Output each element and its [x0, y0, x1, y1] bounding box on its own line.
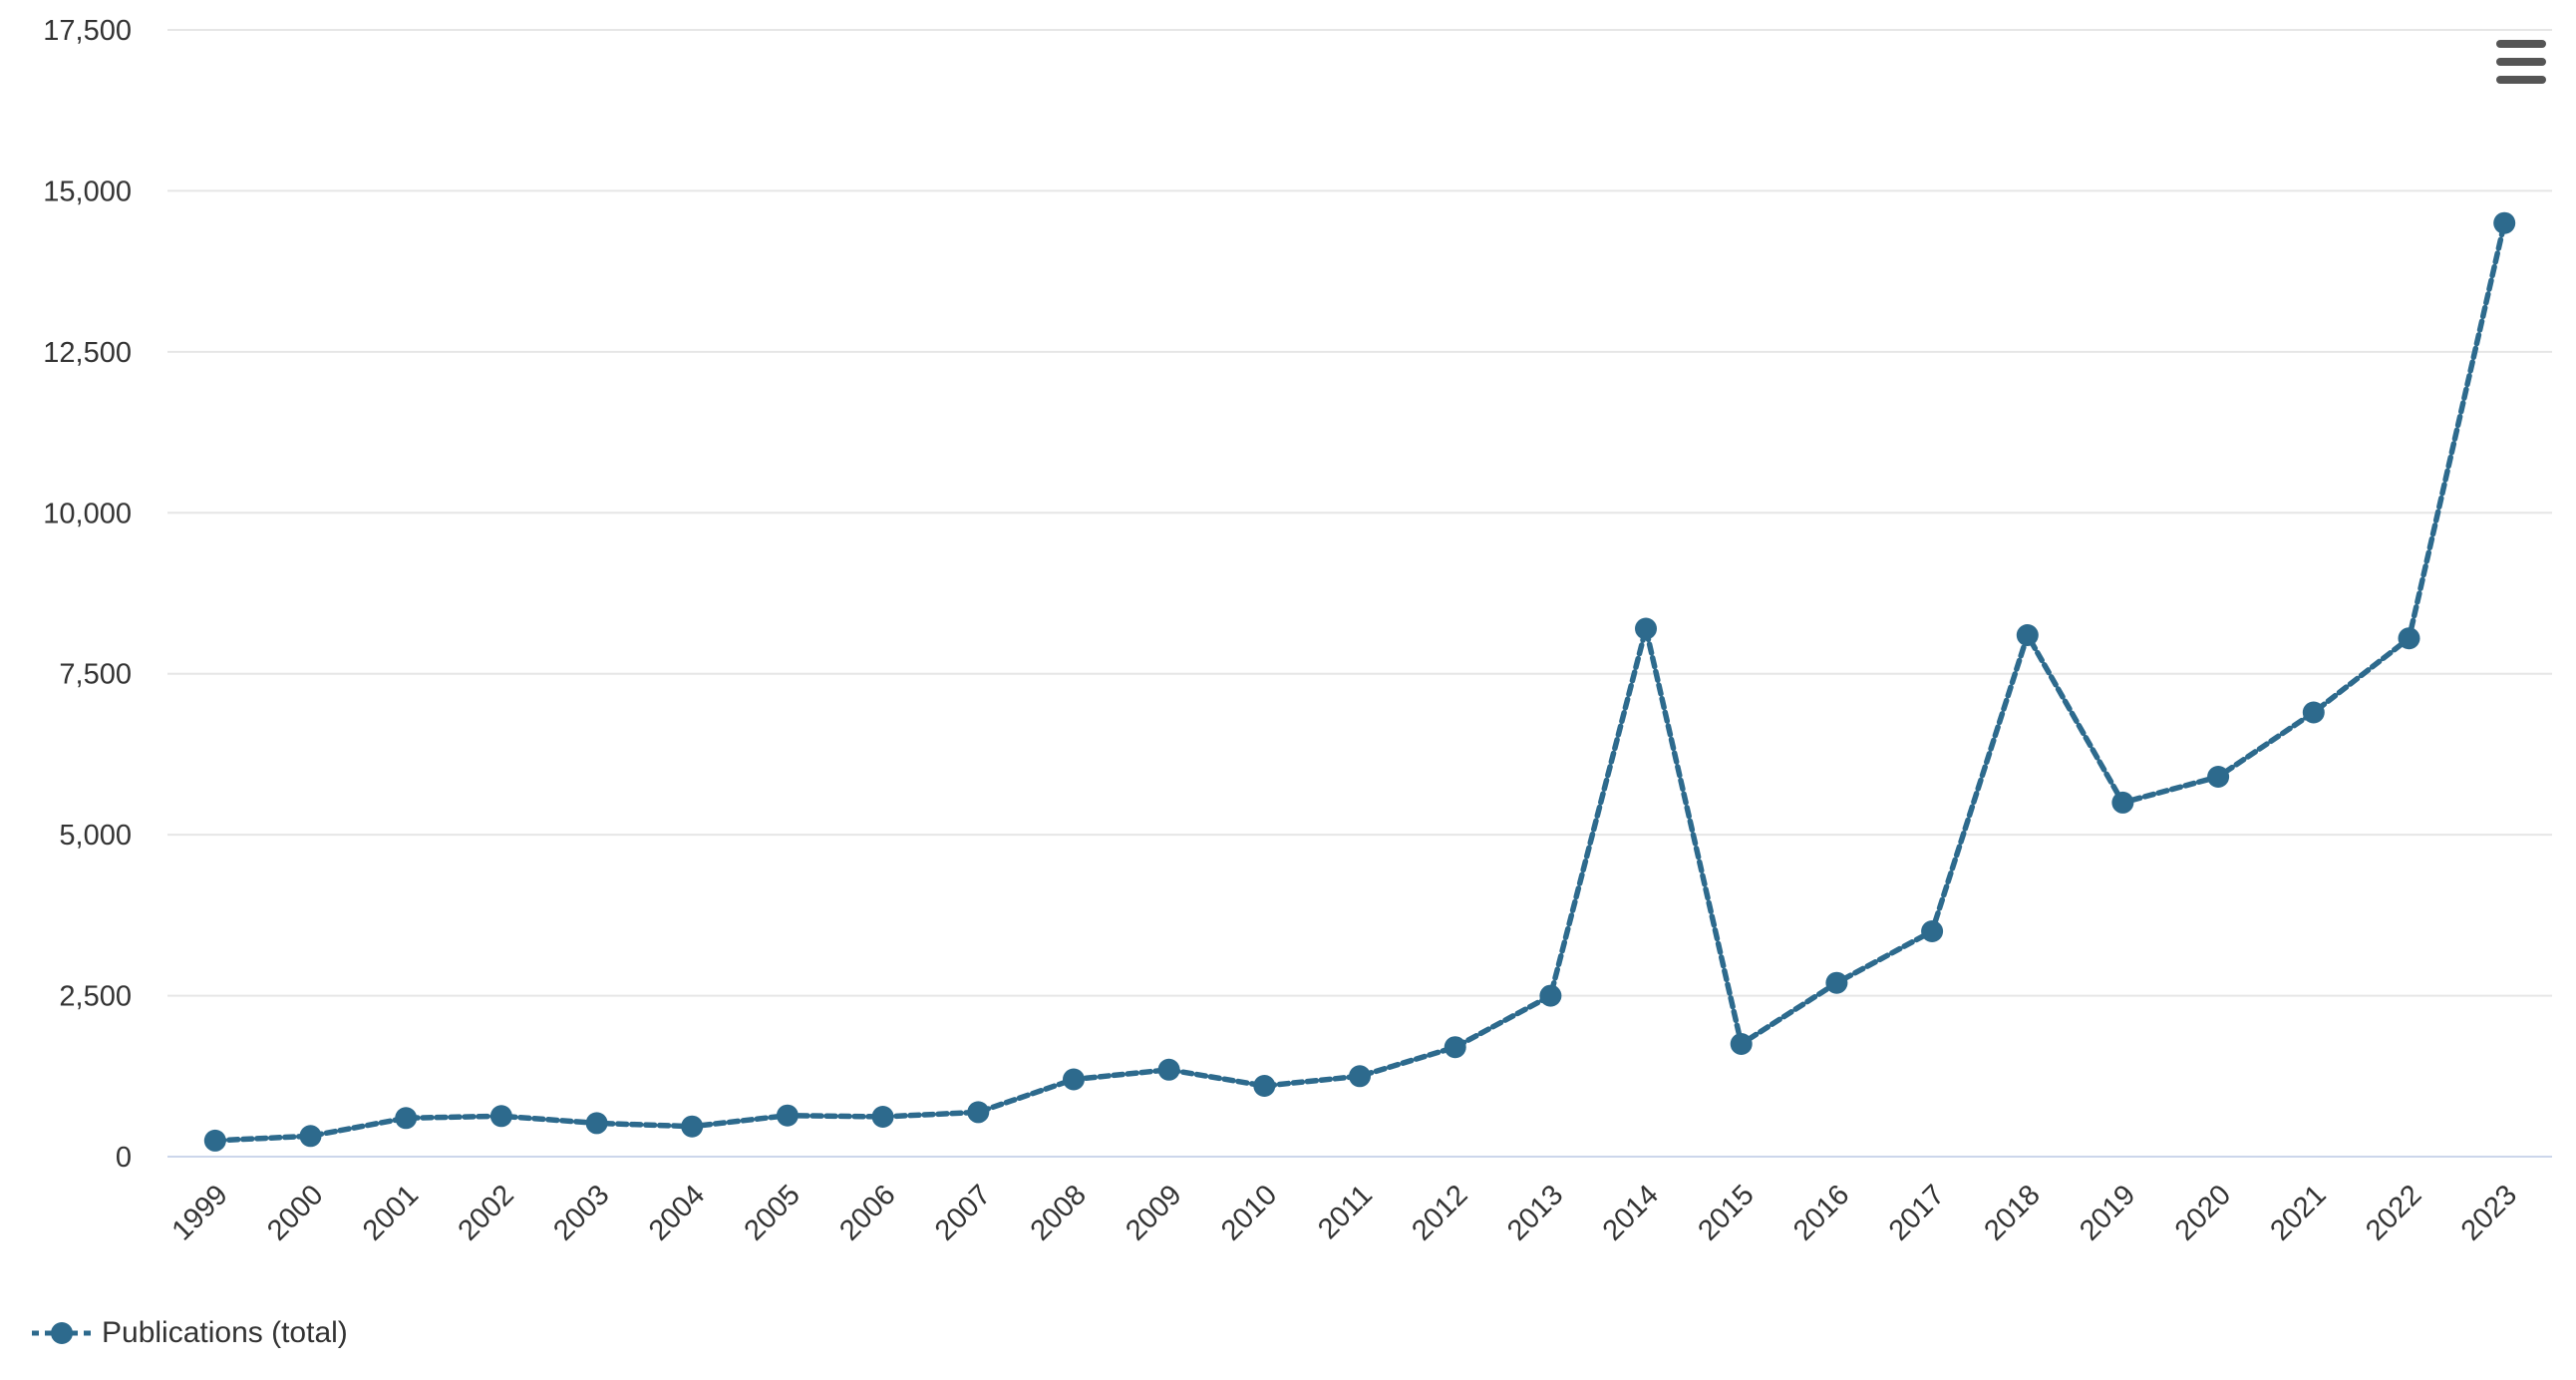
- data-point-marker[interactable]: [1921, 920, 1944, 942]
- data-point-marker[interactable]: [1539, 984, 1562, 1007]
- x-axis-label: 2000: [261, 1179, 329, 1246]
- x-axis-label-group: 2007: [929, 1179, 997, 1246]
- x-axis-label-group: 2020: [2169, 1179, 2237, 1246]
- x-axis-label-group: 2011: [1312, 1179, 1379, 1245]
- data-point-marker[interactable]: [1063, 1068, 1085, 1091]
- data-point-marker[interactable]: [967, 1101, 990, 1124]
- x-axis-label-group: 2014: [1597, 1179, 1665, 1246]
- x-axis-label: 2005: [739, 1179, 806, 1246]
- x-axis-label: 2021: [2265, 1179, 2333, 1246]
- x-axis-label-group: 2000: [261, 1179, 329, 1246]
- data-point-marker[interactable]: [1157, 1058, 1180, 1081]
- x-axis-label-group: 2019: [2074, 1179, 2141, 1246]
- x-axis-label: 2016: [1787, 1179, 1855, 1246]
- data-point-marker[interactable]: [2398, 627, 2420, 650]
- x-axis-label-group: 2003: [547, 1179, 615, 1246]
- y-axis-label: 2,500: [59, 981, 132, 1013]
- series-marker-icon: [32, 1322, 92, 1344]
- data-point-marker[interactable]: [1825, 971, 1848, 994]
- data-point-marker[interactable]: [203, 1129, 226, 1152]
- data-point-marker[interactable]: [1635, 617, 1657, 640]
- data-point-marker[interactable]: [871, 1106, 894, 1128]
- y-axis-label: 0: [116, 1142, 132, 1174]
- x-axis-label: 2014: [1597, 1179, 1665, 1246]
- y-axis-label: 5,000: [59, 820, 132, 852]
- x-axis-label-group: 2013: [1501, 1179, 1569, 1246]
- x-axis-label-group: 2018: [1978, 1179, 2046, 1246]
- data-point-marker[interactable]: [2016, 624, 2039, 646]
- x-axis-label-group: 2001: [357, 1179, 425, 1246]
- data-point-marker[interactable]: [2207, 766, 2230, 788]
- x-axis-label: 2001: [357, 1179, 425, 1246]
- y-axis-label: 17,500: [43, 15, 132, 47]
- x-axis-label: 2023: [2455, 1179, 2523, 1246]
- data-point-marker[interactable]: [489, 1105, 512, 1128]
- data-point-marker[interactable]: [2302, 701, 2325, 724]
- x-axis-label: 2004: [643, 1179, 711, 1246]
- x-axis-label-group: 2006: [833, 1179, 901, 1246]
- data-point-marker[interactable]: [681, 1115, 704, 1138]
- data-point-marker[interactable]: [1730, 1033, 1753, 1055]
- series-line: [212, 219, 2507, 1144]
- x-axis-label: 2003: [547, 1179, 615, 1246]
- x-axis-label: 2012: [1406, 1179, 1473, 1246]
- data-point-marker[interactable]: [1349, 1065, 1371, 1088]
- y-axis-label: 12,500: [43, 337, 132, 369]
- data-point-marker[interactable]: [2493, 211, 2516, 234]
- data-point-marker[interactable]: [585, 1112, 608, 1135]
- x-axis-label-group: 2008: [1025, 1179, 1093, 1246]
- x-axis-label: 2006: [833, 1179, 901, 1246]
- y-axis-label: 7,500: [59, 659, 132, 691]
- x-axis-label: 2002: [453, 1179, 520, 1246]
- x-axis-label-group: 2016: [1787, 1179, 1855, 1246]
- x-axis-label-group: 1999: [166, 1179, 234, 1246]
- data-point-marker[interactable]: [299, 1125, 322, 1148]
- x-axis-label-group: 2002: [453, 1179, 520, 1246]
- x-axis-label: 2020: [2169, 1179, 2237, 1246]
- x-axis-label-group: 2009: [1120, 1179, 1187, 1246]
- x-axis-label-group: 2017: [1883, 1179, 1951, 1246]
- data-point-marker[interactable]: [1444, 1036, 1466, 1059]
- x-axis-label: 2007: [929, 1179, 997, 1246]
- data-point-marker[interactable]: [2111, 791, 2134, 814]
- legend-label: Publications (total): [102, 1316, 348, 1349]
- data-point-marker[interactable]: [776, 1104, 799, 1127]
- y-axis-label: 10,000: [43, 498, 132, 529]
- x-axis-label-group: 2021: [2265, 1179, 2333, 1246]
- x-axis-label: 1999: [166, 1179, 234, 1246]
- x-axis-label-group: 2022: [2360, 1179, 2427, 1246]
- x-axis-label: 2022: [2360, 1179, 2427, 1246]
- x-axis-label-group: 2004: [643, 1179, 711, 1246]
- x-axis-label: 2008: [1025, 1179, 1093, 1246]
- x-axis-label: 2009: [1120, 1179, 1187, 1246]
- legend-item[interactable]: Publications (total): [30, 1316, 348, 1350]
- x-axis-label: 2010: [1215, 1179, 1283, 1246]
- data-point-marker[interactable]: [1253, 1075, 1276, 1097]
- x-axis-label-group: 2010: [1215, 1179, 1283, 1246]
- x-axis-label: 2015: [1692, 1179, 1760, 1246]
- y-axis-label: 15,000: [43, 175, 132, 207]
- x-axis-label-group: 2015: [1692, 1179, 1760, 1246]
- x-axis-label-group: 2005: [739, 1179, 806, 1246]
- x-axis-label: 2017: [1883, 1179, 1951, 1246]
- x-axis-label-group: 2023: [2455, 1179, 2523, 1246]
- chart-context-menu-button[interactable]: [2496, 40, 2548, 84]
- data-point-marker[interactable]: [395, 1107, 418, 1130]
- x-axis-label: 2018: [1978, 1179, 2046, 1246]
- x-axis-label: 2013: [1501, 1179, 1569, 1246]
- x-axis-label: 2019: [2074, 1179, 2141, 1246]
- x-axis-label-group: 2012: [1406, 1179, 1473, 1246]
- x-axis-label: 2011: [1312, 1179, 1379, 1245]
